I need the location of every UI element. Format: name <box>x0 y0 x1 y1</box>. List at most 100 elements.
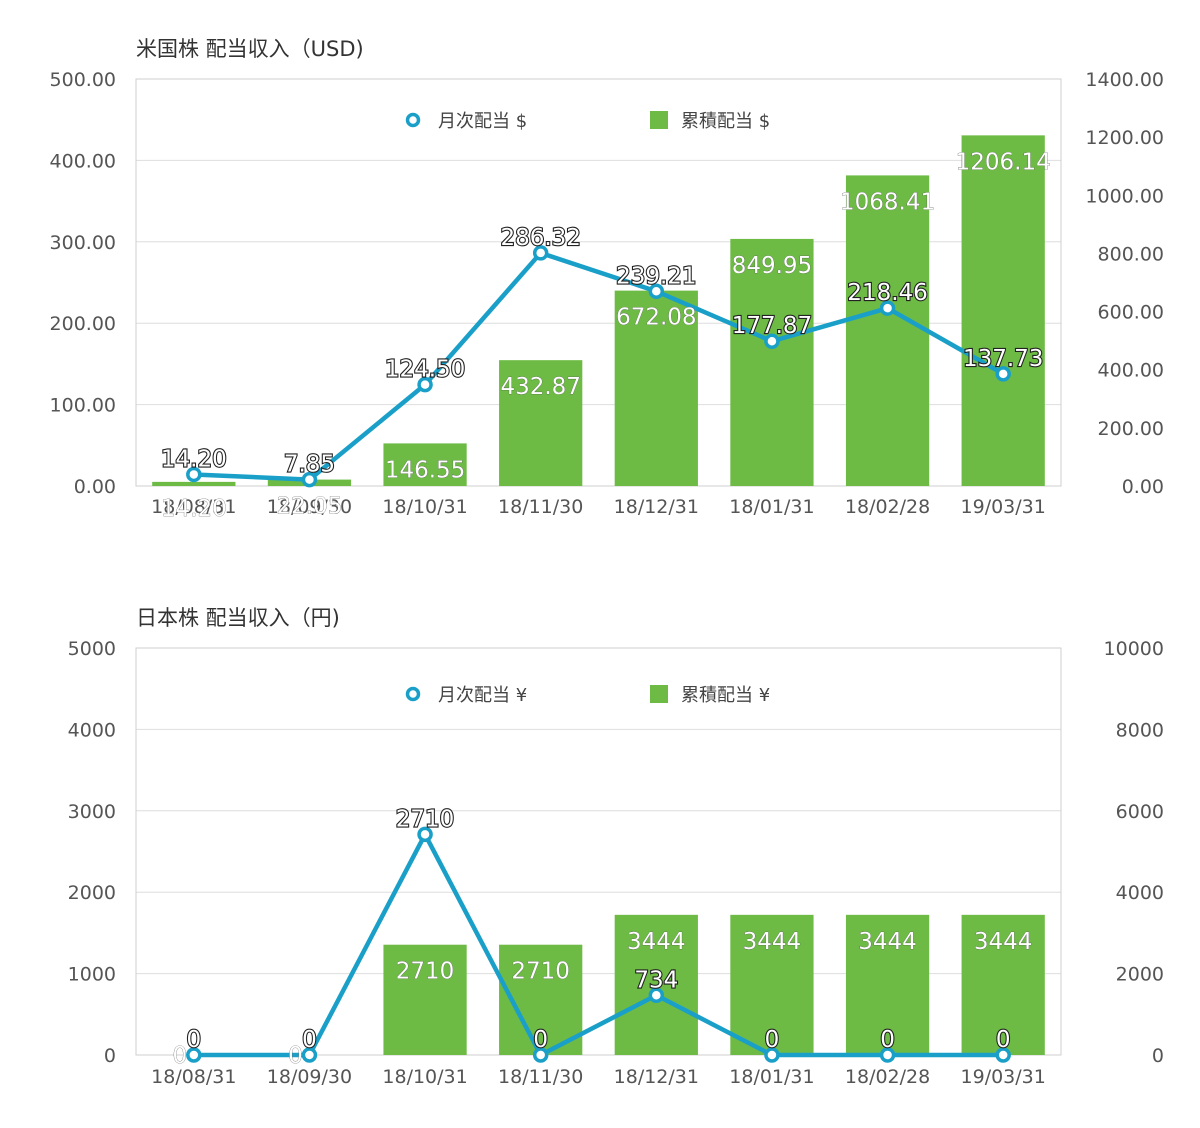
right-axis-tick: 1400.00 <box>1085 69 1164 91</box>
bar-data-label: 0 <box>288 1043 303 1069</box>
left-axis-tick: 300.00 <box>50 232 116 254</box>
plot-frame <box>135 647 1062 1056</box>
right-axis-tick: 10000 <box>1104 638 1164 660</box>
right-axis-tick: 0 <box>1152 1045 1164 1067</box>
bar-data-label: 1206.14 <box>956 149 1051 175</box>
monthly-point <box>648 283 665 300</box>
chart-title: 米国株 配当収入（USD) <box>136 37 364 61</box>
bar-data-label: 0 <box>172 1043 187 1069</box>
monthly-point <box>764 333 780 349</box>
plot-frame <box>135 78 1062 487</box>
left-axis-tick: 2000 <box>68 882 116 904</box>
category-label: 18/02/28 <box>845 496 930 518</box>
right-axis-tick: 8000 <box>1116 719 1164 741</box>
monthly-point <box>532 245 549 261</box>
monthly-point <box>532 1047 549 1063</box>
bar-cumulative <box>614 290 698 486</box>
legend-line-marker <box>405 686 421 702</box>
monthly-point <box>879 1047 896 1063</box>
monthly-line <box>193 832 1004 1058</box>
line-data-label: 239.21 <box>616 263 696 289</box>
line-data-label: 0 <box>880 1027 895 1053</box>
monthly-line <box>193 250 1005 482</box>
bar-data-label: 672.08 <box>616 305 696 331</box>
right-axis-tick: 1200.00 <box>1085 127 1164 149</box>
monthly-point <box>648 987 665 1004</box>
legend-line-label: 月次配当 $ <box>438 111 527 132</box>
line-data-label: 286.32 <box>500 225 580 251</box>
line-data-label: 0 <box>186 1027 201 1053</box>
bar-cumulative <box>730 238 814 486</box>
bar-data-label: 1068.41 <box>840 189 935 215</box>
bar-data-label: 2710 <box>511 959 570 985</box>
line-data-label: 177.87 <box>732 313 812 339</box>
monthly-point <box>301 471 318 488</box>
legend-line-label: 月次配当 ¥ <box>438 685 527 706</box>
line-data-label: 137.73 <box>963 346 1043 372</box>
line-data-label: 7.85 <box>284 452 335 478</box>
category-label: 18/11/30 <box>498 1066 583 1088</box>
bar-data-label: 14.20 <box>161 496 227 522</box>
category-label: 18/10/31 <box>382 496 467 518</box>
line-data-label: 0 <box>533 1027 548 1053</box>
bar-cumulative <box>961 135 1045 487</box>
right-axis-tick: 6000 <box>1116 801 1164 823</box>
line-data-label: 218.46 <box>847 280 927 306</box>
category-label: 18/10/31 <box>382 1066 467 1088</box>
legend-bar-swatch <box>650 111 668 129</box>
chart-title: 日本株 配当収入（円) <box>136 606 340 630</box>
category-label: 18/12/31 <box>614 496 699 518</box>
right-axis-tick: 600.00 <box>1098 302 1164 324</box>
left-axis-tick: 5000 <box>68 638 116 660</box>
monthly-point <box>995 1047 1011 1063</box>
bar-cumulative <box>383 443 467 486</box>
bar-cumulative <box>845 175 930 486</box>
right-axis-tick: 200.00 <box>1098 418 1164 440</box>
bar-data-label: 22.05 <box>277 494 343 520</box>
category-label: 18/08/31 <box>151 1066 236 1088</box>
bar-cumulative <box>499 360 583 486</box>
legend-bar-label: 累積配当 $ <box>681 111 770 132</box>
bar-data-label: 3444 <box>858 929 917 955</box>
bar-cumulative <box>845 914 930 1055</box>
category-label: 18/02/28 <box>845 1066 930 1088</box>
line-data-label: 14.20 <box>161 446 227 472</box>
left-axis-tick: 200.00 <box>50 313 116 335</box>
right-axis-tick: 0.00 <box>1122 476 1164 498</box>
category-label: 18/09/30 <box>267 1066 352 1088</box>
category-label: 18/01/31 <box>729 1066 814 1088</box>
legend-line-marker <box>405 112 421 128</box>
bar-data-label: 849.95 <box>732 253 812 279</box>
bar-data-label: 3444 <box>627 929 686 955</box>
line-data-label: 0 <box>765 1027 780 1053</box>
line-data-label: 0 <box>302 1027 317 1053</box>
category-label: 18/11/30 <box>498 496 583 518</box>
right-axis-tick: 4000 <box>1116 882 1164 904</box>
bar-data-label: 432.87 <box>500 374 580 400</box>
bar-cumulative <box>614 914 698 1055</box>
category-label: 19/03/31 <box>961 1066 1046 1088</box>
chart-0: 米国株 配当収入（USD) 0.00 100.00 200.00 300.00 400.0… <box>50 37 1164 522</box>
monthly-point <box>186 1047 202 1063</box>
monthly-point <box>764 1047 780 1063</box>
category-label: 18/09/30 <box>267 496 352 518</box>
monthly-point <box>186 466 202 483</box>
monthly-point <box>879 300 896 316</box>
line-data-label: 0 <box>996 1027 1011 1053</box>
line-data-label: 734 <box>634 967 678 993</box>
bar-cumulative <box>383 944 467 1055</box>
left-axis-tick: 100.00 <box>50 395 116 417</box>
monthly-point <box>995 366 1011 382</box>
category-label: 19/03/31 <box>961 496 1046 518</box>
legend-bar-swatch <box>650 685 668 703</box>
category-label: 18/08/31 <box>151 496 236 518</box>
chart-1: 日本株 配当収入（円) 0 1000 2000 3000 4000 5000 0 2000 400… <box>68 606 1164 1088</box>
bar-data-label: 146.55 <box>385 457 465 483</box>
right-axis-tick: 800.00 <box>1098 243 1164 265</box>
line-data-label: 124.50 <box>385 357 465 383</box>
right-axis-tick: 2000 <box>1116 964 1164 986</box>
right-axis-tick: 1000.00 <box>1085 185 1164 207</box>
right-axis-tick: 400.00 <box>1098 360 1164 382</box>
